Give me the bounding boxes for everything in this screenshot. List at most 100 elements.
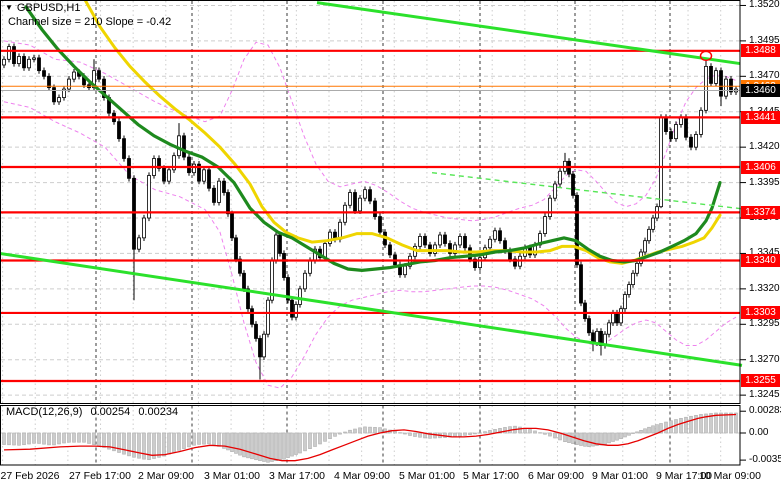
macd-histogram-bar <box>172 432 176 453</box>
candlestick-body <box>274 234 278 261</box>
macd-histogram-bar <box>433 432 437 439</box>
macd-histogram-bar <box>533 430 537 434</box>
candlestick-body <box>595 330 599 344</box>
macd-histogram-bar <box>393 430 397 434</box>
macd-tick-label: 0.00 <box>749 427 769 438</box>
macd-histogram-bar <box>408 432 412 436</box>
macd-histogram-bar <box>368 426 372 434</box>
macd-histogram-bar <box>142 432 146 460</box>
candlestick-body <box>238 258 242 274</box>
macd-histogram-bar <box>689 415 693 434</box>
macd-histogram-bar <box>583 432 587 447</box>
macd-histogram-bar <box>152 432 156 459</box>
macd-name: MACD(12,26,9) <box>6 406 83 418</box>
macd-histogram-bar <box>679 418 683 434</box>
macd-histogram-bar <box>488 430 492 434</box>
price-tick-label: 1.3495 <box>749 34 780 46</box>
candlestick-body <box>548 197 552 217</box>
macd-histogram-bar <box>87 432 91 444</box>
candlestick-body <box>298 288 302 305</box>
macd-histogram-bar <box>2 432 6 445</box>
candlestick-body <box>42 70 46 77</box>
price-tick-label: 1.3420 <box>749 141 780 153</box>
candlestick-body <box>62 88 66 98</box>
candlestick-body <box>343 204 347 223</box>
macd-histogram-bar <box>468 432 472 435</box>
candlestick-body <box>242 272 246 290</box>
macd-histogram-bar <box>428 432 432 439</box>
macd-histogram-bar <box>591 432 595 447</box>
candlestick-body <box>222 180 226 193</box>
macd-histogram-bar <box>177 432 181 451</box>
candlestick-body <box>348 192 352 206</box>
macd-histogram-bar <box>599 432 603 446</box>
candlestick-body <box>719 70 723 97</box>
candlestick-body <box>22 56 26 69</box>
macd-histogram-bar <box>563 432 567 443</box>
macd-histogram-bar <box>274 432 278 462</box>
macd-histogram-bar <box>643 428 647 434</box>
macd-histogram-bar <box>651 425 655 434</box>
macd-histogram-bar <box>162 432 166 457</box>
macd-histogram-bar <box>222 432 226 449</box>
candlestick-body <box>607 322 611 335</box>
macd-histogram-bar <box>238 432 242 456</box>
macd-histogram-bar <box>42 432 46 445</box>
candlestick-body <box>438 234 442 246</box>
candlestick-body <box>579 264 583 304</box>
macd-histogram-bar <box>558 432 562 441</box>
candlestick-body <box>230 213 234 239</box>
candlestick-body <box>17 56 21 64</box>
macd-histogram-bar <box>187 432 191 448</box>
macd-tick-label: -0.00352 <box>749 454 781 466</box>
candlestick-body <box>234 237 238 260</box>
symbol-dropdown-icon[interactable]: ▼ <box>5 3 13 12</box>
candlestick-body <box>587 318 591 334</box>
price-tick-label: 1.3470 <box>749 70 780 82</box>
macd-histogram-bar <box>463 432 467 436</box>
candlestick-body <box>423 236 427 246</box>
level-price-label: 1.3488 <box>741 44 780 58</box>
candlestick-body <box>47 75 51 89</box>
time-tick-label: 5 Mar 17:00 <box>462 470 520 482</box>
candlestick-body <box>286 277 290 301</box>
channel-upper-line <box>316 1 741 66</box>
macd-histogram-bar <box>258 432 262 462</box>
macd-histogram-bar <box>77 432 81 443</box>
candlestick-body <box>513 258 517 267</box>
price-axis[interactable]: 1.35201.34951.34701.34451.34201.33951.33… <box>740 0 781 466</box>
candlestick-body <box>137 237 141 250</box>
price-tick-label: 1.3320 <box>749 282 780 294</box>
bollinger-lower-band <box>3 101 737 389</box>
macd-histogram-bar <box>358 427 362 434</box>
macd-histogram-bar <box>92 432 96 445</box>
candlestick-body <box>127 158 131 179</box>
macd-histogram-bar <box>684 416 688 434</box>
price-pane-border <box>0 0 741 404</box>
macd-histogram-bar <box>234 432 238 454</box>
candlestick-body <box>254 323 258 339</box>
candlestick-body <box>388 244 392 256</box>
macd-histogram-bar <box>587 432 591 448</box>
macd-histogram-bar <box>719 412 723 434</box>
macd-histogram-bar <box>627 432 631 436</box>
macd-histogram-bar <box>348 429 352 434</box>
macd-histogram-bar <box>47 432 51 446</box>
macd-histogram-bar <box>226 432 230 451</box>
macd-histogram-bar <box>709 413 713 434</box>
macd-histogram-bar <box>318 432 322 445</box>
candlestick-body <box>167 169 171 182</box>
macd-histogram-bar <box>383 428 387 434</box>
macd-histogram-bar <box>518 426 522 434</box>
candlestick-body <box>659 117 663 208</box>
macd-signal-value: 0.00234 <box>138 406 179 418</box>
macd-histogram-bar <box>543 432 547 435</box>
time-axis[interactable]: 27 Feb 2026 27 Feb 17:00 2 Mar 09:00 3 Mar … <box>0 466 781 489</box>
macd-histogram-bar <box>639 430 643 434</box>
candlestick-body <box>72 71 76 80</box>
macd-histogram-bar <box>619 432 623 440</box>
macd-histogram-bar <box>308 432 312 449</box>
macd-histogram-bar <box>734 412 738 434</box>
